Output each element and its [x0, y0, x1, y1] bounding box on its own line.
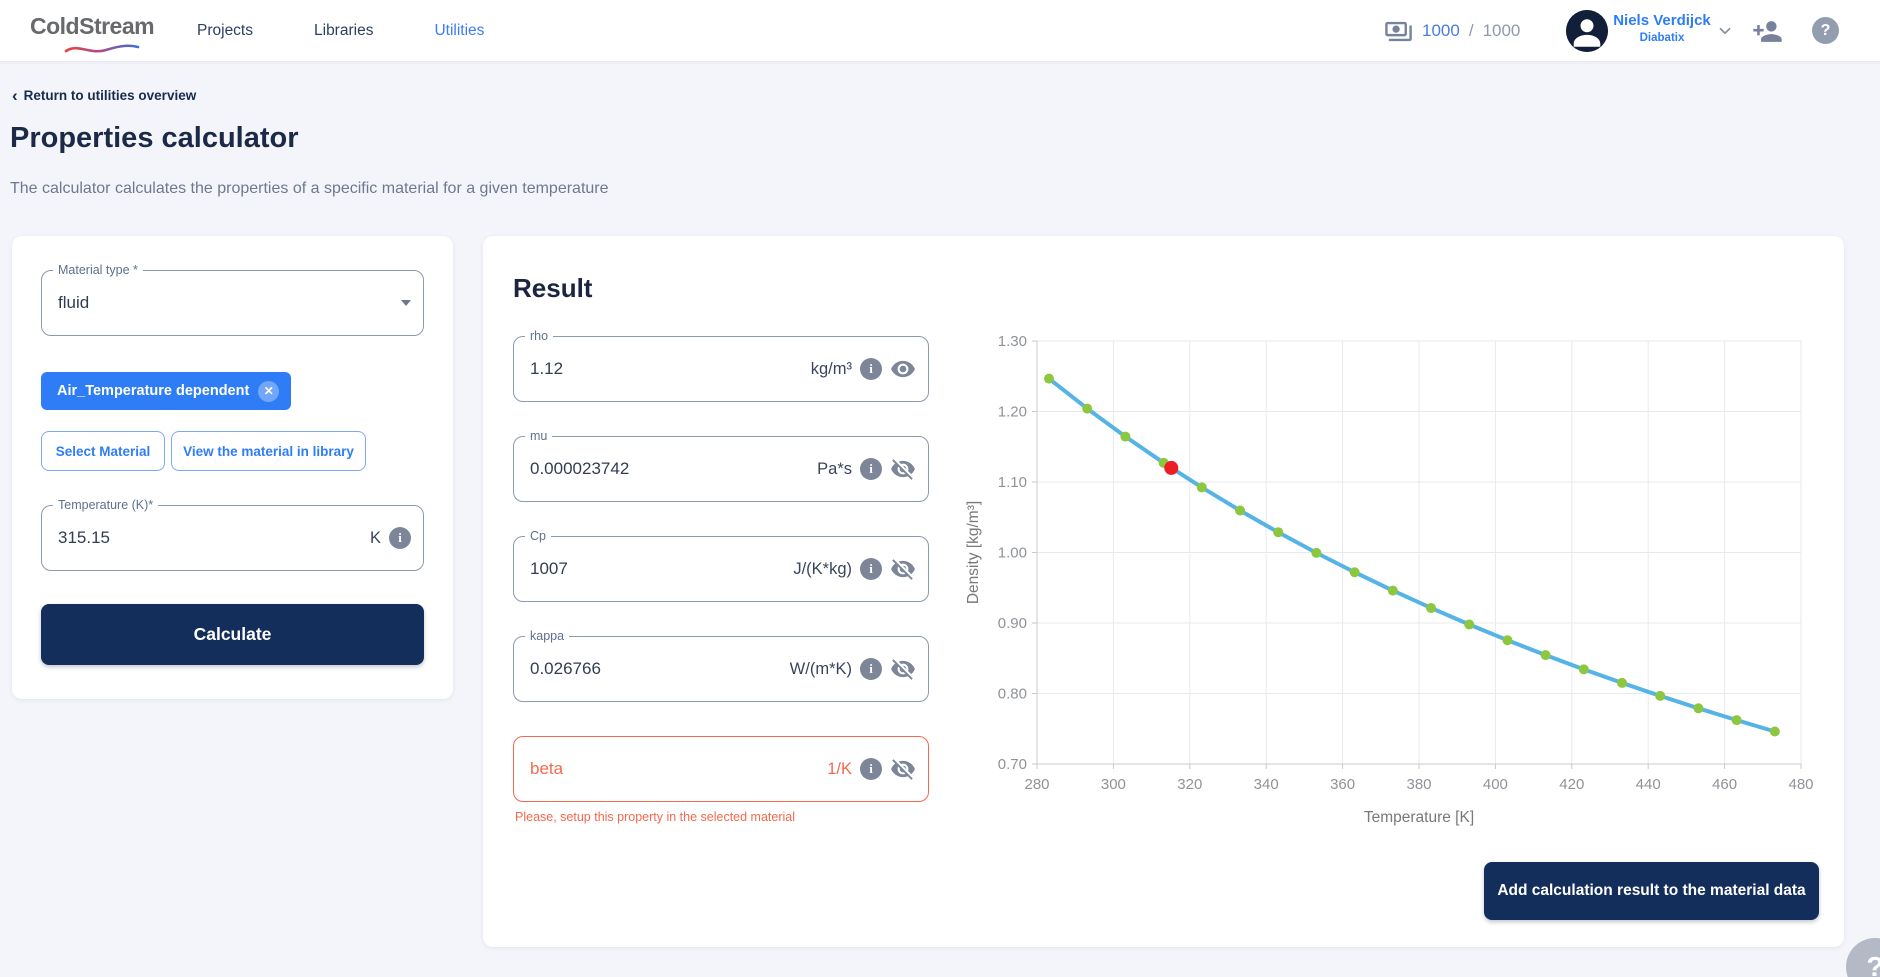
credits-money-icon — [1385, 21, 1412, 41]
svg-text:280: 280 — [1024, 776, 1049, 793]
mu-value: 0.000023742 — [530, 459, 630, 478]
svg-text:1.00: 1.00 — [998, 545, 1027, 562]
svg-text:0.70: 0.70 — [998, 756, 1027, 773]
svg-text:400: 400 — [1483, 776, 1508, 793]
svg-text:0.80: 0.80 — [998, 686, 1027, 703]
kappa-unit: W/(m*K) — [789, 659, 852, 678]
svg-text:1.20: 1.20 — [998, 404, 1027, 421]
kappa-label: kappa — [525, 629, 570, 644]
back-arrow-icon: ‹ — [12, 85, 18, 105]
view-material-button[interactable]: View the material in library — [171, 431, 366, 471]
density-chart: 280 300 320 340 360 380 400 420 440 460 480 0.70 0.8… — [960, 330, 1840, 850]
material-chip[interactable]: Air_Temperature dependent ✕ — [41, 372, 292, 410]
top-navigation-bar: ColdStream Projects Libraries Utilities … — [0, 0, 1880, 62]
svg-text:Temperature [K]: Temperature [K] — [1364, 809, 1474, 826]
user-avatar[interactable] — [1566, 10, 1608, 52]
cp-unit: J/(K*kg) — [793, 559, 852, 578]
logo-swoosh-icon — [64, 44, 140, 53]
result-field-beta[interactable]: beta 1/K i — [513, 736, 929, 802]
nav-item-utilities[interactable]: Utilities — [434, 22, 485, 39]
svg-text:1.30: 1.30 — [998, 333, 1027, 350]
info-icon[interactable]: i — [860, 458, 882, 480]
info-icon[interactable]: i — [389, 527, 411, 549]
svg-text:420: 420 — [1559, 776, 1584, 793]
breadcrumb-label: Return to utilities overview — [23, 88, 197, 103]
material-type-value: fluid — [58, 293, 90, 312]
person-icon — [1566, 10, 1608, 52]
user-organization: Diabatix — [1639, 32, 1685, 44]
calculator-form-card: Material type * fluid Air_Temperature de… — [12, 236, 453, 699]
credits-counter[interactable]: 1000 / 1000 — [1384, 0, 1520, 62]
rho-value: 1.12 — [530, 359, 564, 378]
density-chart-svg: 280 300 320 340 360 380 400 420 440 460 480 0.70 0.8… — [965, 333, 1814, 826]
user-menu[interactable]: Niels Verdijck Diabatix — [1612, 12, 1712, 44]
credits-separator: / — [1468, 21, 1474, 40]
result-field-cp[interactable]: Cp 1007 J/(K*kg) i — [513, 529, 929, 602]
select-material-button[interactable]: Select Material — [41, 431, 165, 471]
nav-item-libraries[interactable]: Libraries — [314, 22, 374, 39]
cp-value: 1007 — [530, 559, 568, 578]
material-type-select[interactable]: Material type * fluid — [41, 263, 424, 336]
mu-label: mu — [525, 429, 553, 444]
page-title: Properties calculator — [10, 122, 299, 154]
chevron-down-icon[interactable] — [1716, 22, 1734, 40]
add-result-button[interactable]: Add calculation result to the material d… — [1484, 862, 1819, 920]
nav-item-projects[interactable]: Projects — [197, 22, 253, 39]
svg-text:1.10: 1.10 — [998, 474, 1027, 491]
result-field-mu[interactable]: mu 0.000023742 Pa*s i — [513, 429, 929, 502]
beta-unit: 1/K — [827, 759, 852, 778]
visibility-on-icon[interactable] — [890, 356, 916, 382]
kappa-value: 0.026766 — [530, 659, 601, 678]
info-icon[interactable]: i — [860, 358, 882, 380]
nav-links: Projects Libraries Utilities — [197, 0, 484, 62]
material-type-label: Material type * — [53, 263, 143, 278]
temperature-unit: K — [369, 528, 381, 547]
temperature-value: 315.15 — [58, 528, 110, 547]
rho-unit: kg/m³ — [810, 359, 852, 378]
coldstream-logo[interactable]: ColdStream — [30, 13, 160, 53]
cp-label: Cp — [525, 529, 551, 544]
chip-remove-icon[interactable]: ✕ — [258, 380, 280, 402]
svg-text:0.90: 0.90 — [998, 615, 1027, 632]
rho-label: rho — [525, 329, 554, 344]
credits-used: 1000 — [1422, 21, 1460, 40]
calculate-button[interactable]: Calculate — [41, 604, 424, 665]
dropdown-caret-icon[interactable] — [401, 300, 411, 306]
info-icon[interactable]: i — [860, 558, 882, 580]
temperature-field[interactable]: Temperature (K)* 315.15 K i — [41, 498, 424, 571]
logo-text: ColdStream — [30, 13, 155, 39]
floating-help-icon[interactable]: ? — [1846, 938, 1880, 977]
svg-text:380: 380 — [1406, 776, 1431, 793]
mu-unit: Pa*s — [817, 459, 852, 478]
svg-text:340: 340 — [1254, 776, 1279, 793]
page-subtitle: The calculator calculates the properties… — [10, 180, 609, 197]
temperature-label: Temperature (K)* — [53, 498, 159, 513]
user-name: Niels Verdijck — [1613, 12, 1711, 29]
result-field-rho[interactable]: rho 1.12 kg/m³ i — [513, 329, 929, 402]
svg-text:Density [kg/m³]: Density [kg/m³] — [965, 501, 982, 604]
result-card: Result rho 1.12 kg/m³ i mu 0.000023742 P… — [483, 236, 1844, 947]
material-chip-label: Air_Temperature dependent — [57, 383, 250, 399]
visibility-off-icon[interactable] — [890, 556, 916, 582]
svg-text:360: 360 — [1330, 776, 1355, 793]
beta-label: beta — [530, 759, 564, 778]
help-icon[interactable]: ? — [1812, 17, 1839, 44]
beta-error-message: Please, setup this property in the selec… — [515, 810, 796, 824]
invite-user-icon[interactable] — [1752, 16, 1783, 47]
result-title: Result — [513, 273, 593, 303]
visibility-off-icon[interactable] — [890, 656, 916, 682]
svg-text:320: 320 — [1177, 776, 1202, 793]
info-icon[interactable]: i — [860, 658, 882, 680]
breadcrumb[interactable]: ‹ Return to utilities overview — [12, 85, 197, 105]
credits-total: 1000 — [1482, 21, 1521, 40]
result-field-kappa[interactable]: kappa 0.026766 W/(m*K) i — [513, 629, 929, 702]
visibility-off-icon[interactable] — [890, 756, 916, 782]
visibility-off-icon[interactable] — [890, 456, 916, 482]
info-icon[interactable]: i — [860, 758, 882, 780]
svg-text:300: 300 — [1101, 776, 1126, 793]
svg-text:480: 480 — [1788, 776, 1813, 793]
svg-text:440: 440 — [1636, 776, 1661, 793]
svg-text:460: 460 — [1712, 776, 1737, 793]
